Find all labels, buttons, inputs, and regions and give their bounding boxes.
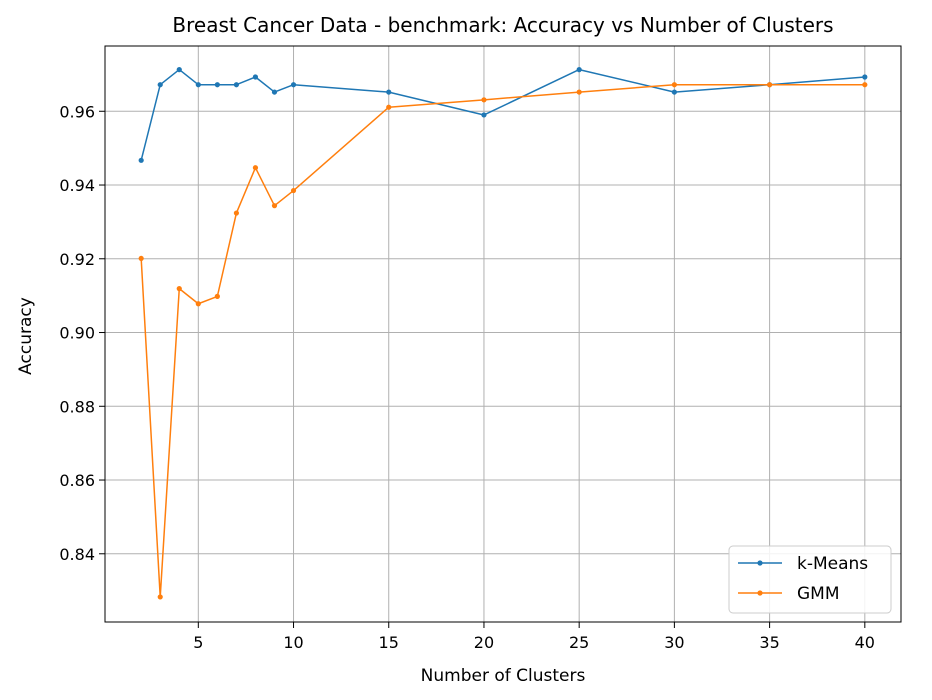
- data-point-gmm: [252, 165, 259, 171]
- data-point-gmm: [271, 203, 278, 209]
- data-point-k-means: [481, 112, 487, 118]
- data-point-k-means: [862, 74, 868, 80]
- y-tick-label: 0.84: [59, 545, 95, 564]
- y-tick-label: 0.90: [59, 324, 95, 343]
- data-point-k-means: [576, 67, 582, 73]
- data-point-gmm: [481, 97, 487, 103]
- series-k-means: [138, 67, 868, 163]
- x-tick-label: 35: [759, 633, 779, 652]
- plot-frame: [104, 45, 902, 623]
- data-point-k-means: [176, 67, 182, 73]
- data-point-gmm: [767, 82, 773, 88]
- data-point-gmm: [386, 104, 392, 110]
- data-point-k-means: [138, 157, 144, 163]
- y-tick-label: 0.94: [59, 176, 95, 195]
- legend: k-Means GMM: [728, 545, 892, 614]
- y-tick-label: 0.86: [59, 471, 95, 490]
- data-point-k-means: [671, 89, 677, 95]
- data-point-k-means: [252, 74, 259, 80]
- data-point-gmm: [214, 293, 220, 299]
- legend-marker-k-means: [757, 560, 763, 566]
- x-tick-label: 30: [664, 633, 684, 652]
- data-point-gmm: [671, 82, 677, 88]
- y-tick-label: 0.92: [59, 250, 95, 269]
- data-point-gmm: [290, 187, 297, 194]
- data-point-k-means: [290, 82, 297, 88]
- data-point-gmm: [233, 210, 239, 216]
- data-point-k-means: [233, 82, 239, 88]
- data-point-k-means: [386, 89, 392, 95]
- y-tick-label: 0.96: [59, 102, 95, 121]
- data-point-k-means: [157, 82, 163, 88]
- series-layer: [138, 67, 868, 600]
- y-tick-label: 0.88: [59, 397, 95, 416]
- data-point-gmm: [138, 255, 144, 262]
- data-point-gmm: [862, 82, 868, 88]
- data-point-gmm: [195, 301, 201, 307]
- x-tick-label: 5: [193, 633, 203, 652]
- legend-label-gmm: GMM: [797, 584, 840, 604]
- x-tick-label: 10: [283, 633, 303, 652]
- grid: [105, 46, 901, 622]
- data-point-gmm: [157, 594, 163, 600]
- series-gmm: [138, 82, 868, 600]
- axis-ticks: 5 10 15 20 25 30 35 40 0.84 0.86 0.88 0.90 0.92 0.94 0…: [59, 102, 875, 652]
- data-point-k-means: [195, 82, 201, 88]
- x-tick-label: 15: [379, 633, 399, 652]
- legend-marker-gmm: [757, 590, 763, 596]
- y-axis-label: Accuracy: [16, 297, 36, 375]
- data-point-k-means: [214, 82, 220, 88]
- data-point-k-means: [271, 89, 278, 95]
- chart-title: Breast Cancer Data - benchmark: Accuracy…: [172, 13, 833, 37]
- x-tick-label: 40: [855, 633, 875, 652]
- legend-label-k-means: k-Means: [797, 554, 868, 574]
- x-tick-label: 25: [569, 633, 589, 652]
- x-axis-label: Number of Clusters: [421, 666, 586, 686]
- data-point-gmm: [176, 286, 182, 292]
- data-point-gmm: [576, 89, 582, 95]
- x-tick-label: 20: [474, 633, 494, 652]
